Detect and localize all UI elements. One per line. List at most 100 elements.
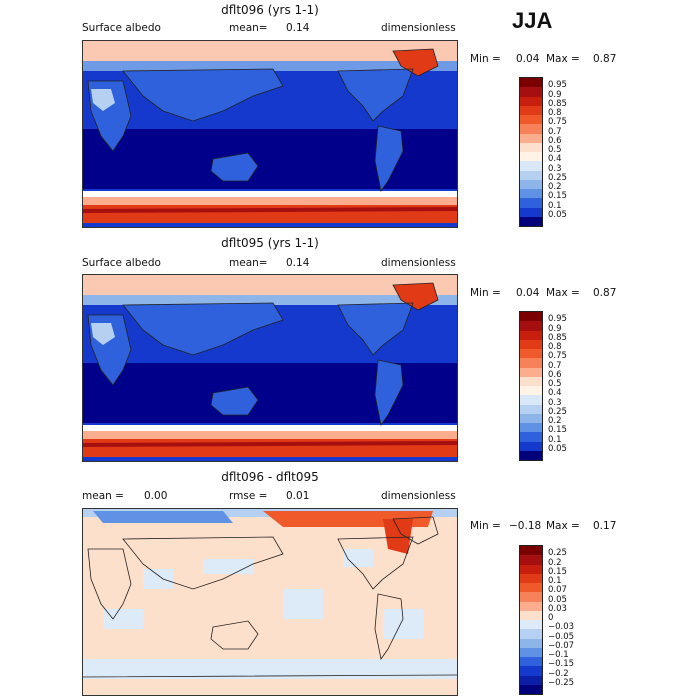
colorbar-swatch bbox=[520, 142, 542, 152]
colorbar-swatch bbox=[520, 115, 542, 125]
colorbar-swatch bbox=[520, 441, 542, 451]
colorbar-swatch bbox=[520, 207, 542, 217]
colorbar-tick-label: 0.05 bbox=[548, 209, 567, 220]
colorbar-tick-label: −0.07 bbox=[548, 640, 575, 651]
colorbar-swatch bbox=[520, 413, 542, 423]
panel1-field-label: Surface albedo bbox=[82, 22, 161, 34]
colorbar-swatch bbox=[520, 179, 542, 189]
colorbar-tick-label: 0.8 bbox=[548, 108, 562, 118]
colorbar-tick-label: −0.03 bbox=[548, 622, 575, 633]
colorbar-swatch bbox=[520, 601, 542, 611]
panel3-min-value: −0.18 bbox=[509, 520, 542, 532]
colorbar-tick-label: 0.75 bbox=[548, 351, 567, 362]
colorbar-tick-label: 0.15 bbox=[548, 425, 567, 436]
colorbar-tick-label: 0.05 bbox=[548, 443, 567, 454]
colorbar-swatch bbox=[520, 358, 542, 368]
colorbar-tick-label: 0.1 bbox=[548, 200, 562, 211]
panel1-mean-label: mean= bbox=[229, 22, 268, 34]
colorbar-swatch bbox=[520, 189, 542, 199]
colorbar-swatch bbox=[520, 339, 542, 349]
colorbar-tick-label: 0.9 bbox=[548, 323, 562, 334]
panel3-max-value: 0.17 bbox=[593, 520, 617, 532]
panel1-min-value: 0.04 bbox=[516, 53, 540, 65]
colorbar-swatch bbox=[520, 657, 542, 667]
colorbar-swatch bbox=[520, 620, 542, 630]
colorbar-tick-label: 0.9 bbox=[548, 89, 562, 100]
panel2-min-value: 0.04 bbox=[516, 287, 540, 299]
colorbar-tick-label: 0.4 bbox=[548, 154, 562, 165]
colorbar-tick-label: −0.05 bbox=[548, 631, 575, 642]
panel2-mean-label: mean= bbox=[229, 257, 268, 269]
panel3-mean-value: 0.00 bbox=[144, 490, 168, 502]
colorbar-swatch bbox=[520, 367, 542, 377]
colorbar-tick-label: 0.85 bbox=[548, 98, 567, 109]
colorbar-swatch bbox=[520, 96, 542, 106]
colorbar-tick-label: 0.15 bbox=[548, 191, 567, 202]
panel2-field-label: Surface albedo bbox=[82, 257, 161, 269]
colorbar-tick-label: 0.25 bbox=[548, 172, 567, 183]
panel3-title: dflt096 - dflt095 bbox=[221, 470, 319, 484]
colorbar-tick-label: 0.15 bbox=[548, 566, 567, 577]
colorbar-tick-label: 0.85 bbox=[548, 332, 567, 343]
colorbar-tick-label: 0.2 bbox=[548, 416, 562, 426]
colorbar-tick-label: 0.1 bbox=[548, 576, 562, 586]
panel2-max-value: 0.87 bbox=[593, 287, 617, 299]
panel1-colorbar bbox=[519, 77, 543, 227]
panel3-rmse-value: 0.01 bbox=[286, 490, 310, 502]
colorbar-swatch bbox=[520, 610, 542, 620]
colorbar-swatch bbox=[520, 450, 542, 460]
colorbar-swatch bbox=[520, 133, 542, 143]
panel3-mean-label: mean = bbox=[82, 490, 124, 502]
colorbar-tick-label: 0.8 bbox=[548, 342, 562, 352]
panel2-min-label: Min = bbox=[470, 287, 501, 299]
colorbar-swatch bbox=[520, 376, 542, 386]
colorbar-swatch bbox=[520, 647, 542, 657]
colorbar-swatch bbox=[520, 546, 542, 556]
colorbar-tick-label: 0.7 bbox=[548, 360, 562, 371]
panel3-min-label: Min = bbox=[470, 520, 501, 532]
colorbar-swatch bbox=[520, 386, 542, 396]
panel1-albedo-map bbox=[82, 40, 458, 228]
colorbar-swatch bbox=[520, 629, 542, 639]
panel3-difference-map bbox=[82, 508, 458, 696]
colorbar-tick-label: −0.2 bbox=[548, 668, 569, 679]
colorbar-swatch bbox=[520, 666, 542, 676]
panel2-units: dimensionless bbox=[381, 257, 456, 269]
panel1-title: dflt096 (yrs 1-1) bbox=[221, 3, 319, 17]
colorbar-swatch bbox=[520, 152, 542, 162]
colorbar-swatch bbox=[520, 592, 542, 602]
colorbar-tick-label: 0 bbox=[548, 613, 554, 623]
colorbar-tick-label: 0.6 bbox=[548, 135, 562, 146]
colorbar-tick-label: −0.15 bbox=[548, 659, 575, 670]
panel3-max-label: Max = bbox=[546, 520, 580, 532]
colorbar-swatch bbox=[520, 216, 542, 226]
colorbar-swatch bbox=[520, 395, 542, 405]
panel3-colorbar bbox=[519, 545, 543, 695]
colorbar-swatch bbox=[520, 684, 542, 694]
panel1-min-label: Min = bbox=[470, 53, 501, 65]
colorbar-swatch bbox=[520, 423, 542, 433]
panel2-mean-value: 0.14 bbox=[286, 257, 310, 269]
colorbar-swatch bbox=[520, 564, 542, 574]
panel3-rmse-label: rmse = bbox=[229, 490, 268, 502]
colorbar-swatch bbox=[520, 87, 542, 97]
colorbar-swatch bbox=[520, 124, 542, 134]
colorbar-swatch bbox=[520, 573, 542, 583]
colorbar-swatch bbox=[520, 638, 542, 648]
colorbar-tick-label: 0.1 bbox=[548, 434, 562, 445]
colorbar-tick-label: 0.05 bbox=[548, 594, 567, 605]
colorbar-swatch bbox=[520, 330, 542, 340]
colorbar-tick-label: 0.3 bbox=[548, 397, 562, 408]
colorbar-tick-label: 0.75 bbox=[548, 117, 567, 128]
colorbar-tick-label: 0.07 bbox=[548, 585, 567, 596]
colorbar-swatch bbox=[520, 432, 542, 442]
colorbar-swatch bbox=[520, 161, 542, 171]
colorbar-swatch bbox=[520, 349, 542, 359]
colorbar-swatch bbox=[520, 312, 542, 322]
colorbar-swatch bbox=[520, 78, 542, 88]
colorbar-tick-label: 0.5 bbox=[548, 379, 562, 389]
panel1-max-label: Max = bbox=[546, 53, 580, 65]
colorbar-tick-label: 0.03 bbox=[548, 603, 567, 614]
panel1-units: dimensionless bbox=[381, 22, 456, 34]
colorbar-tick-label: 0.25 bbox=[548, 406, 567, 417]
